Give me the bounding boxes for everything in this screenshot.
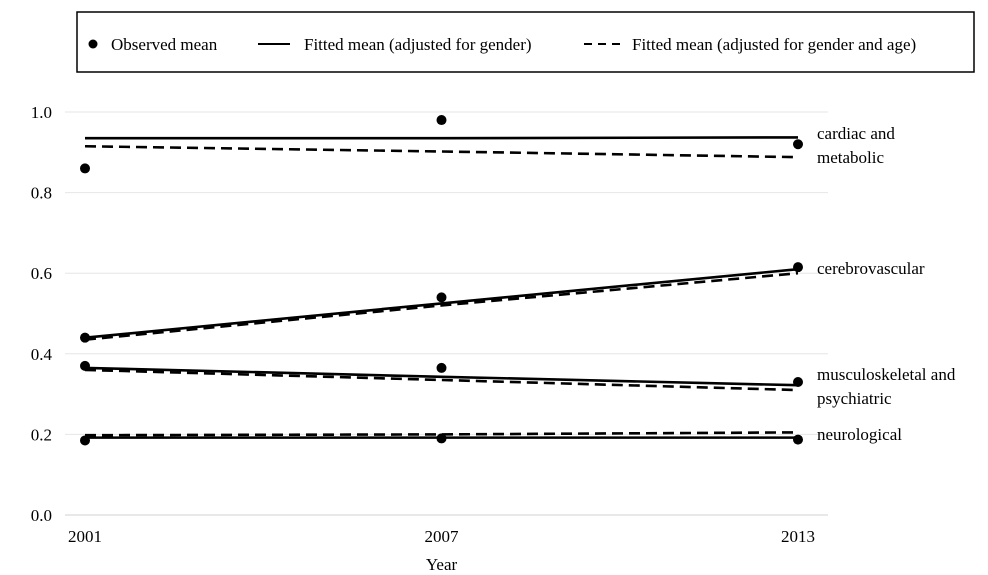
group-label-cardiac-and-metabolic: cardiac and [817,124,895,143]
fitted-gender-age-line-musculoskeletal-and-psychiatric [84,368,799,392]
observed-point-neurological [436,433,447,444]
axes: 0.0 0.2 0.4 0.6 0.8 1.0 2001 2007 2013 Year [31,103,828,574]
observed-point-cerebrovascular [793,262,803,273]
observed-point-musculoskeletal-and-psychiatric [436,362,447,373]
group-label-musculoskeletal-and-psychiatric: musculoskeletal and [817,365,956,384]
legend-observed-marker [88,39,98,49]
legend-fitted-gender-label: Fitted mean (adjusted for gender) [304,35,532,54]
y-tick-label: 0.4 [31,345,53,364]
group-label-cerebrovascular: cerebrovascular [817,259,925,278]
observed-points-layer [80,115,803,446]
fitted-gender-age-line-cerebrovascular [84,271,799,341]
group-label-musculoskeletal-and-psychiatric: psychiatric [817,389,892,408]
observed-point-cerebrovascular [436,292,447,303]
fitted-gender-line-cerebrovascular [84,267,799,339]
fitted-gender-line-musculoskeletal-and-psychiatric [84,366,799,387]
y-tick-label: 0.2 [31,425,52,444]
fitted-gender-line-cardiac-and-metabolic [85,136,799,140]
observed-point-neurological [793,434,803,445]
fitted-gender-age-line-cardiac-and-metabolic [84,144,799,159]
observed-point-cardiac-and-metabolic [80,163,90,174]
x-axis-title: Year [426,555,458,574]
y-tick-label: 0.8 [31,184,52,203]
gridlines [65,111,828,435]
x-tick-label: 2007 [425,527,460,546]
series-layer [84,136,799,439]
observed-point-cerebrovascular [80,332,90,343]
observed-point-musculoskeletal-and-psychiatric [793,377,803,388]
observed-point-musculoskeletal-and-psychiatric [80,360,90,371]
legend: Observed mean Fitted mean (adjusted for … [76,11,975,73]
x-tick-label: 2001 [68,527,102,546]
x-tick-label: 2013 [781,527,815,546]
legend-fitted-gender-age-label: Fitted mean (adjusted for gender and age… [632,35,916,54]
y-tick-label: 0.6 [31,264,52,283]
y-tick-label: 1.0 [31,103,52,122]
legend-box [76,11,975,73]
observed-point-cardiac-and-metabolic [793,139,803,150]
observed-point-neurological [80,435,90,446]
group-label-neurological: neurological [817,425,902,444]
group-labels-layer: cardiac and metabolic cerebrovascular muscu… [817,124,956,444]
legend-observed-label: Observed mean [111,35,218,54]
observed-point-cardiac-and-metabolic [436,115,447,126]
group-label-cardiac-and-metabolic: metabolic [817,148,884,167]
y-tick-label: 0.0 [31,506,52,525]
